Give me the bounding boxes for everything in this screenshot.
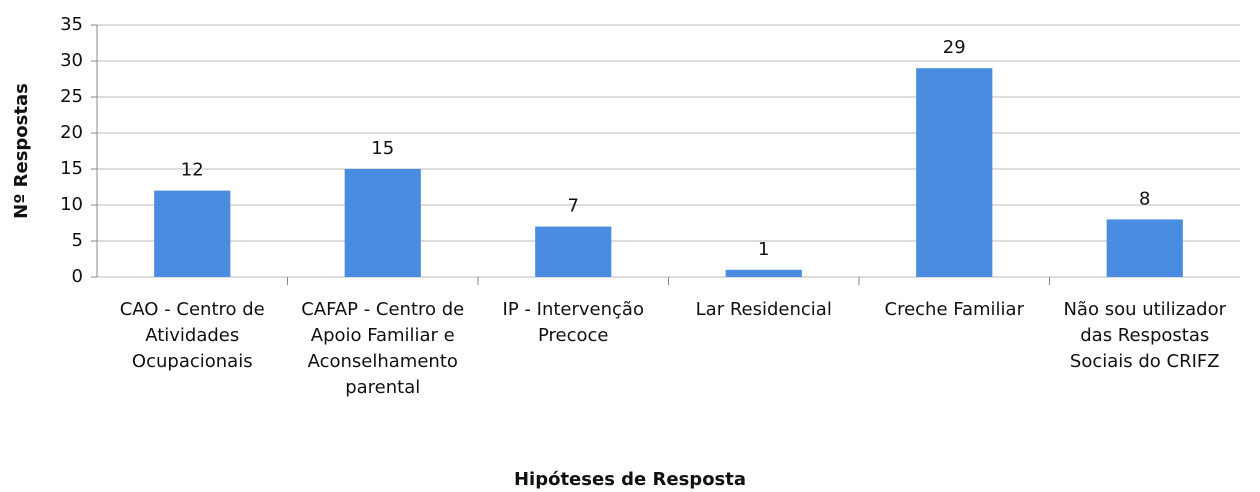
value-label: 7: [568, 196, 579, 217]
y-tick-label: 5: [72, 230, 83, 251]
x-tick-label: CAFAP - Centro de Apoio Familiar e Acons…: [301, 299, 465, 398]
y-tick-label: 30: [60, 50, 83, 71]
bar: [154, 190, 231, 277]
value-label: 15: [371, 138, 394, 159]
x-tick-label: Creche Familiar: [884, 299, 1024, 320]
bar: [1106, 219, 1183, 277]
y-axis-title: Nº Respostas: [11, 83, 32, 219]
x-tick-label: IP - Intervenção Precoce: [502, 299, 644, 346]
x-tick-label: Lar Residencial: [695, 299, 832, 320]
value-label: 8: [1139, 188, 1150, 209]
value-label: 1: [758, 239, 769, 260]
y-tick-label: 25: [60, 86, 83, 107]
y-tick-label: 20: [60, 122, 83, 143]
bar: [344, 169, 421, 277]
value-label: 29: [943, 37, 966, 58]
y-tick-label: 0: [72, 266, 83, 287]
y-tick-label: 35: [60, 14, 83, 35]
x-tick-label: CAO - Centro de Atividades Ocupacionais: [119, 299, 265, 372]
bar: [535, 226, 612, 277]
value-label: 12: [181, 160, 204, 181]
y-tick-label: 15: [60, 158, 83, 179]
x-tick-label: Não sou utilizador das Respostas Sociais…: [1063, 299, 1227, 372]
x-axis-title: Hipóteses de Resposta: [514, 469, 746, 490]
bar: [916, 68, 993, 277]
y-tick-label: 10: [60, 194, 83, 215]
bar: [725, 269, 802, 277]
